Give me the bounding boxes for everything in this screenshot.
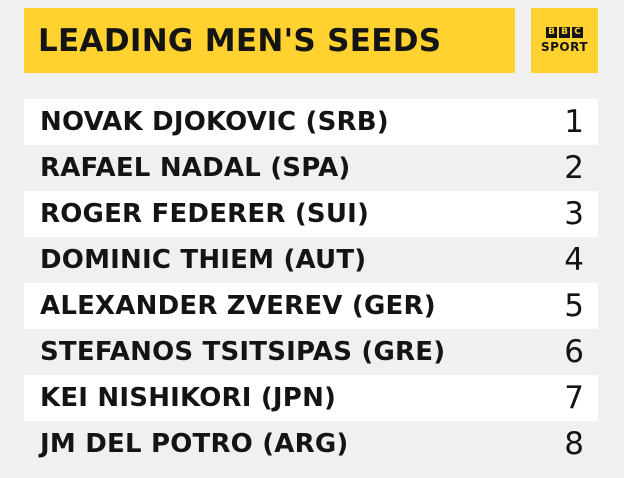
table-row: STEFANOS TSITSIPAS (GRE) 6 (24, 329, 598, 375)
player-name: ROGER FEDERER (SUI) (40, 199, 370, 229)
table-row: ROGER FEDERER (SUI) 3 (24, 191, 598, 237)
table-row: JM DEL POTRO (ARG) 8 (24, 421, 598, 467)
seed-number: 4 (564, 242, 584, 278)
table-row: DOMINIC THIEM (AUT) 4 (24, 237, 598, 283)
logo-letter-b2: B (559, 27, 570, 38)
seed-number: 3 (564, 196, 584, 232)
player-name: ALEXANDER ZVEREV (GER) (40, 291, 436, 321)
player-name: KEI NISHIKORI (JPN) (40, 383, 337, 413)
title-banner: LEADING MEN'S SEEDS (24, 8, 515, 73)
bbc-sport-logo: B B C SPORT (531, 8, 598, 73)
seed-number: 7 (564, 380, 584, 416)
seed-number: 6 (564, 334, 584, 370)
player-name: DOMINIC THIEM (AUT) (40, 245, 367, 275)
seed-number: 2 (564, 150, 584, 186)
seeds-table: NOVAK DJOKOVIC (SRB) 1 RAFAEL NADAL (SPA… (24, 99, 598, 467)
player-name: STEFANOS TSITSIPAS (GRE) (40, 337, 446, 367)
table-row: NOVAK DJOKOVIC (SRB) 1 (24, 99, 598, 145)
seed-number: 5 (564, 288, 584, 324)
player-name: JM DEL POTRO (ARG) (40, 429, 349, 459)
logo-letter-c: C (572, 27, 583, 38)
table-row: RAFAEL NADAL (SPA) 2 (24, 145, 598, 191)
table-row: ALEXANDER ZVEREV (GER) 5 (24, 283, 598, 329)
bbc-blocks: B B C (546, 27, 583, 38)
table-row: KEI NISHIKORI (JPN) 7 (24, 375, 598, 421)
seed-number: 8 (564, 426, 584, 462)
seed-number: 1 (564, 104, 584, 140)
player-name: RAFAEL NADAL (SPA) (40, 153, 351, 183)
logo-letter-b1: B (546, 27, 557, 38)
player-name: NOVAK DJOKOVIC (SRB) (40, 107, 389, 137)
page-title: LEADING MEN'S SEEDS (38, 22, 442, 59)
logo-sport-text: SPORT (540, 40, 589, 54)
